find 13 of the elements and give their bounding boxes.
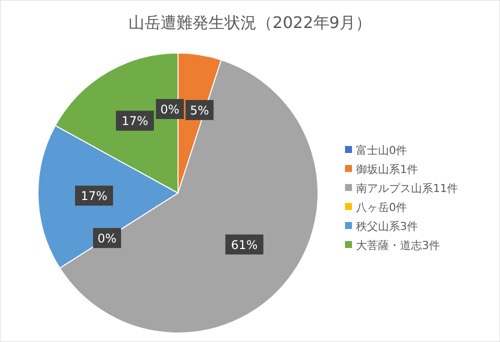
legend-label: 秩父山系3件 (356, 220, 418, 233)
legend-label: 八ヶ岳0件 (356, 201, 407, 214)
legend-label: 大菩薩・道志3件 (356, 239, 440, 252)
text: 0% (160, 102, 180, 116)
data-label: 17% (80, 189, 108, 204)
chart-title: 山岳遭難発生状況（2022年9月） (128, 13, 372, 32)
legend-label: 南アルプス山系11件 (356, 182, 458, 195)
data-label: 17% (122, 114, 148, 128)
data-label: 5% (190, 104, 210, 118)
legend-label: 御坂山系1件 (356, 163, 418, 176)
legend-label: 富士山0件 (356, 144, 407, 157)
text: 0% (98, 232, 117, 246)
data-label: 61% (231, 238, 258, 252)
